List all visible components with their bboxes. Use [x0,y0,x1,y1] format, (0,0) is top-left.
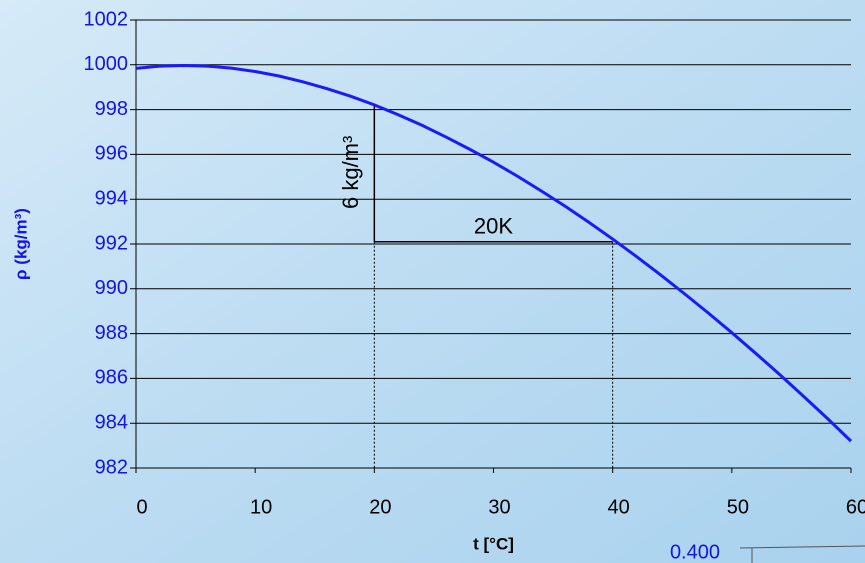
x-tick-label: 30 [488,496,510,518]
y-tick-label: 990 [95,277,128,299]
y-tick-label: 982 [95,456,128,478]
y-axis-label: ρ (kg/m³) [11,208,30,280]
y-tick-label: 992 [95,232,128,254]
x-tick-label: 50 [727,496,749,518]
y-tick-label: 994 [95,187,128,209]
y-tick-label: 1002 [84,8,129,30]
x-tick-label: 40 [608,496,630,518]
x-tick-label: 60 [846,496,865,518]
annotation: 6 kg/m³ [338,136,363,209]
annotation: 20K [474,214,513,239]
background [0,0,865,563]
y-tick-label: 988 [95,322,128,344]
x-tick-label: 20 [369,496,391,518]
y-tick-label: 998 [95,98,128,120]
chart: 0.400 9829849869889909929949969981000100… [0,0,865,563]
page: {"chart_data": {"type": "line", "x_label… [0,0,865,563]
clipped-label: 0.400 [670,541,720,563]
x-axis-label: t [°C] [473,534,514,553]
y-tick-label: 1000 [84,53,129,75]
y-tick-label: 996 [95,143,128,165]
y-tick-label: 984 [95,411,128,433]
x-tick-label: 0 [136,496,147,518]
x-tick-label: 10 [250,496,272,518]
y-tick-label: 986 [95,367,128,389]
